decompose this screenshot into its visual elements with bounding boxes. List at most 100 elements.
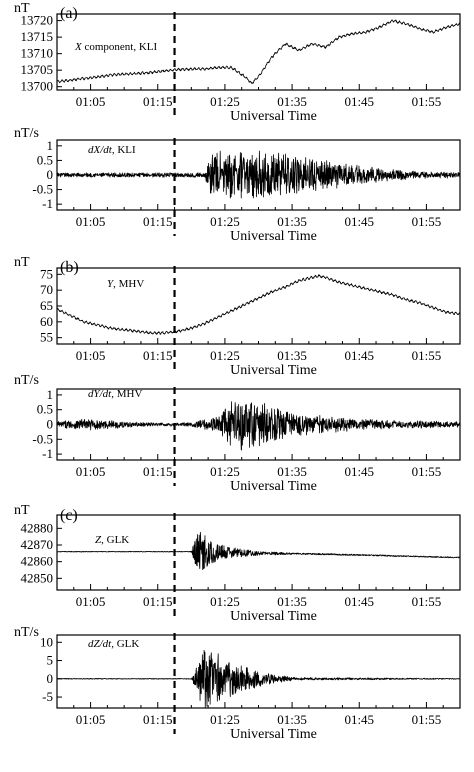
- series-label: dZ/dt, GLK: [88, 638, 139, 650]
- series-label: Y, MHV: [107, 278, 144, 290]
- data-trace: [56, 649, 461, 709]
- x-tick-label: 01:05: [76, 594, 106, 609]
- x-tick-label: 01:45: [344, 594, 374, 609]
- y-tick-label: 0: [47, 167, 54, 182]
- x-tick-label: 01:05: [76, 214, 106, 229]
- y-tick-label: 13720: [21, 13, 54, 28]
- x-tick-label: 01:15: [143, 214, 173, 229]
- y-tick-label: 13705: [21, 62, 54, 77]
- y-tick-label: -5: [42, 689, 53, 704]
- series-label-station: , GLK: [111, 638, 139, 650]
- y-unit-label: nT/s: [14, 373, 39, 388]
- y-tick-label: 13710: [21, 46, 54, 61]
- x-tick-label: 01:45: [344, 348, 374, 363]
- x-tick-label: 01:45: [344, 712, 374, 727]
- data-trace: [56, 19, 461, 85]
- y-unit-label: nT: [14, 503, 30, 518]
- series-label-var: dX/dt: [88, 144, 113, 156]
- y-tick-label: 0: [47, 671, 54, 686]
- series-label: Z, GLK: [95, 534, 129, 546]
- x-tick-label: 01:15: [143, 594, 173, 609]
- panel-tag: (b): [60, 259, 79, 276]
- series-label-station: , GLK: [101, 534, 129, 546]
- x-tick-label: 01:05: [76, 464, 106, 479]
- y-tick-label: 0: [47, 417, 54, 432]
- x-tick-label: 01:25: [210, 94, 240, 109]
- x-tick-label: 01:25: [210, 348, 240, 363]
- data-trace: [56, 274, 461, 335]
- y-tick-label: 42880: [21, 520, 54, 535]
- x-tick-label: 01:15: [143, 712, 173, 727]
- x-axis-title: Universal Time: [230, 609, 317, 624]
- y-tick-label: 1: [47, 387, 54, 402]
- panel-b-y: 01:05 01:15 01:25 01:35 01:45 01:55 Universal …: [14, 255, 461, 378]
- y-unit-label: nT/s: [14, 126, 39, 141]
- x-tick-label: 01:35: [277, 712, 307, 727]
- x-tick-label: 01:55: [412, 348, 442, 363]
- x-tick-label: 01:35: [277, 594, 307, 609]
- x-tick-label: 01:25: [210, 594, 240, 609]
- y-tick-label: 70: [40, 282, 53, 297]
- x-tick-label: 01:05: [76, 94, 106, 109]
- y-unit-label: nT: [14, 1, 30, 16]
- x-tick-label: 01:05: [76, 712, 106, 727]
- x-tick-label: 01:55: [412, 214, 442, 229]
- panel-tag: (a): [60, 5, 78, 22]
- x-tick-label: 01:25: [210, 712, 240, 727]
- data-trace: [56, 531, 461, 571]
- x-axis-title: Universal Time: [230, 363, 317, 378]
- y-tick-label: -1: [42, 196, 53, 211]
- x-tick-label: 01:55: [412, 94, 442, 109]
- x-axis-title: Universal Time: [230, 229, 317, 244]
- panel-a-dx: 01:05 01:15 01:25 01:35 01:45 01:55 Universal …: [14, 126, 461, 244]
- y-unit-label: nT: [14, 255, 30, 270]
- panel-tag: (c): [60, 507, 78, 524]
- series-label-station: component, KLI: [82, 41, 158, 53]
- x-tick-label: 01:55: [412, 594, 442, 609]
- y-tick-label: 10: [40, 634, 53, 649]
- y-tick-label: 0.5: [37, 402, 53, 417]
- y-tick-label: 60: [40, 314, 53, 329]
- series-label: X component, KLI: [74, 41, 158, 53]
- x-tick-label: 01:15: [143, 94, 173, 109]
- y-tick-label: 42850: [21, 570, 54, 585]
- x-tick-label: 01:45: [344, 464, 374, 479]
- x-tick-label: 01:05: [76, 348, 106, 363]
- data-trace: [56, 401, 461, 451]
- x-axis-title: Universal Time: [230, 727, 317, 742]
- x-tick-label: 01:15: [143, 348, 173, 363]
- y-tick-label: 55: [40, 330, 53, 345]
- panel-c-dz: 01:05 01:15 01:25 01:35 01:45 01:55 Universal …: [14, 625, 461, 742]
- y-tick-label: 13715: [21, 29, 54, 44]
- series-label: dX/dt, KLI: [88, 144, 136, 156]
- series-label-var: dZ/dt: [88, 638, 112, 650]
- x-axis-title: Universal Time: [230, 479, 317, 494]
- series-label-var: X: [74, 41, 83, 53]
- y-tick-label: 5: [47, 653, 54, 668]
- series-label-var: Y: [107, 278, 115, 290]
- y-tick-label: 75: [40, 266, 53, 281]
- series-label: dY/dt, MHV: [88, 388, 142, 400]
- y-tick-label: 42870: [21, 537, 54, 552]
- x-tick-label: 01:55: [412, 712, 442, 727]
- x-tick-label: 01:45: [344, 94, 374, 109]
- series-label-station: , MHV: [111, 388, 142, 400]
- y-tick-label: 65: [40, 298, 53, 313]
- series-label-station: , MHV: [113, 278, 144, 290]
- series-label-var: dY/dt: [88, 388, 112, 400]
- series-label-station: , KLI: [112, 144, 136, 156]
- y-tick-label: -1: [42, 446, 53, 461]
- y-unit-label: nT/s: [14, 625, 39, 640]
- y-tick-label: 0.5: [37, 152, 53, 167]
- panel-b-dy: 01:05 01:15 01:25 01:35 01:45 01:55 Universal …: [14, 373, 461, 494]
- y-tick-label: -0.5: [32, 182, 53, 197]
- x-axis-title: Universal Time: [230, 109, 317, 124]
- panel-a-x: 01:05 01:15 01:25 01:35 01:45 01:55 Universal …: [14, 1, 461, 124]
- y-tick-label: -0.5: [32, 431, 53, 446]
- x-tick-label: 01:35: [277, 214, 307, 229]
- panel-c-z: 01:05 01:15 01:25 01:35 01:45 01:55 Universal …: [14, 503, 461, 624]
- x-tick-label: 01:55: [412, 464, 442, 479]
- y-tick-label: 13700: [21, 79, 54, 94]
- x-tick-label: 01:35: [277, 94, 307, 109]
